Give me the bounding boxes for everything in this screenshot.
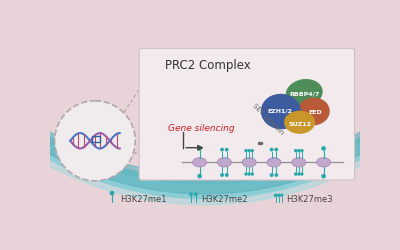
Bar: [92, 136, 100, 142]
Text: H3K27me2: H3K27me2: [201, 194, 248, 203]
Circle shape: [274, 194, 277, 197]
Circle shape: [274, 148, 278, 152]
Text: Gene silencing: Gene silencing: [168, 124, 234, 133]
Ellipse shape: [218, 158, 231, 167]
Circle shape: [248, 173, 251, 176]
Circle shape: [197, 174, 202, 179]
Circle shape: [300, 173, 304, 176]
Circle shape: [225, 174, 229, 177]
Ellipse shape: [317, 158, 330, 167]
Ellipse shape: [267, 158, 281, 167]
Ellipse shape: [297, 98, 330, 126]
Ellipse shape: [292, 158, 306, 167]
Circle shape: [250, 149, 254, 153]
Circle shape: [55, 101, 135, 181]
Text: EED: EED: [308, 110, 322, 114]
Circle shape: [300, 149, 304, 153]
Circle shape: [197, 146, 202, 151]
Circle shape: [189, 192, 193, 196]
Ellipse shape: [242, 158, 256, 167]
Text: H3K27me1: H3K27me1: [120, 194, 166, 203]
Circle shape: [244, 173, 248, 176]
Circle shape: [294, 149, 297, 153]
Text: PRC2 Complex: PRC2 Complex: [165, 59, 250, 72]
Circle shape: [274, 174, 278, 177]
Circle shape: [220, 174, 224, 177]
Ellipse shape: [286, 80, 323, 108]
Circle shape: [248, 149, 251, 153]
Text: SET domain: SET domain: [252, 102, 285, 136]
Circle shape: [277, 194, 280, 197]
Circle shape: [244, 149, 248, 153]
Text: RBBP4/7: RBBP4/7: [289, 91, 319, 96]
Circle shape: [321, 146, 326, 151]
Ellipse shape: [284, 111, 315, 134]
Polygon shape: [0, 0, 400, 205]
Text: H3K27me3: H3K27me3: [286, 194, 333, 203]
Circle shape: [220, 148, 224, 152]
Text: SUZ12: SUZ12: [288, 122, 311, 127]
Polygon shape: [0, 0, 400, 194]
Circle shape: [297, 173, 300, 176]
Circle shape: [280, 194, 284, 197]
Circle shape: [321, 174, 326, 179]
Circle shape: [270, 148, 274, 152]
Circle shape: [297, 149, 300, 153]
Circle shape: [250, 173, 254, 176]
Circle shape: [110, 191, 114, 196]
Circle shape: [225, 148, 229, 152]
Text: EZH1/2: EZH1/2: [267, 108, 292, 113]
Circle shape: [194, 192, 198, 196]
Ellipse shape: [261, 94, 301, 130]
Circle shape: [294, 173, 297, 176]
Ellipse shape: [193, 158, 206, 167]
Polygon shape: [0, 0, 400, 199]
FancyBboxPatch shape: [139, 49, 354, 180]
Circle shape: [270, 174, 274, 177]
